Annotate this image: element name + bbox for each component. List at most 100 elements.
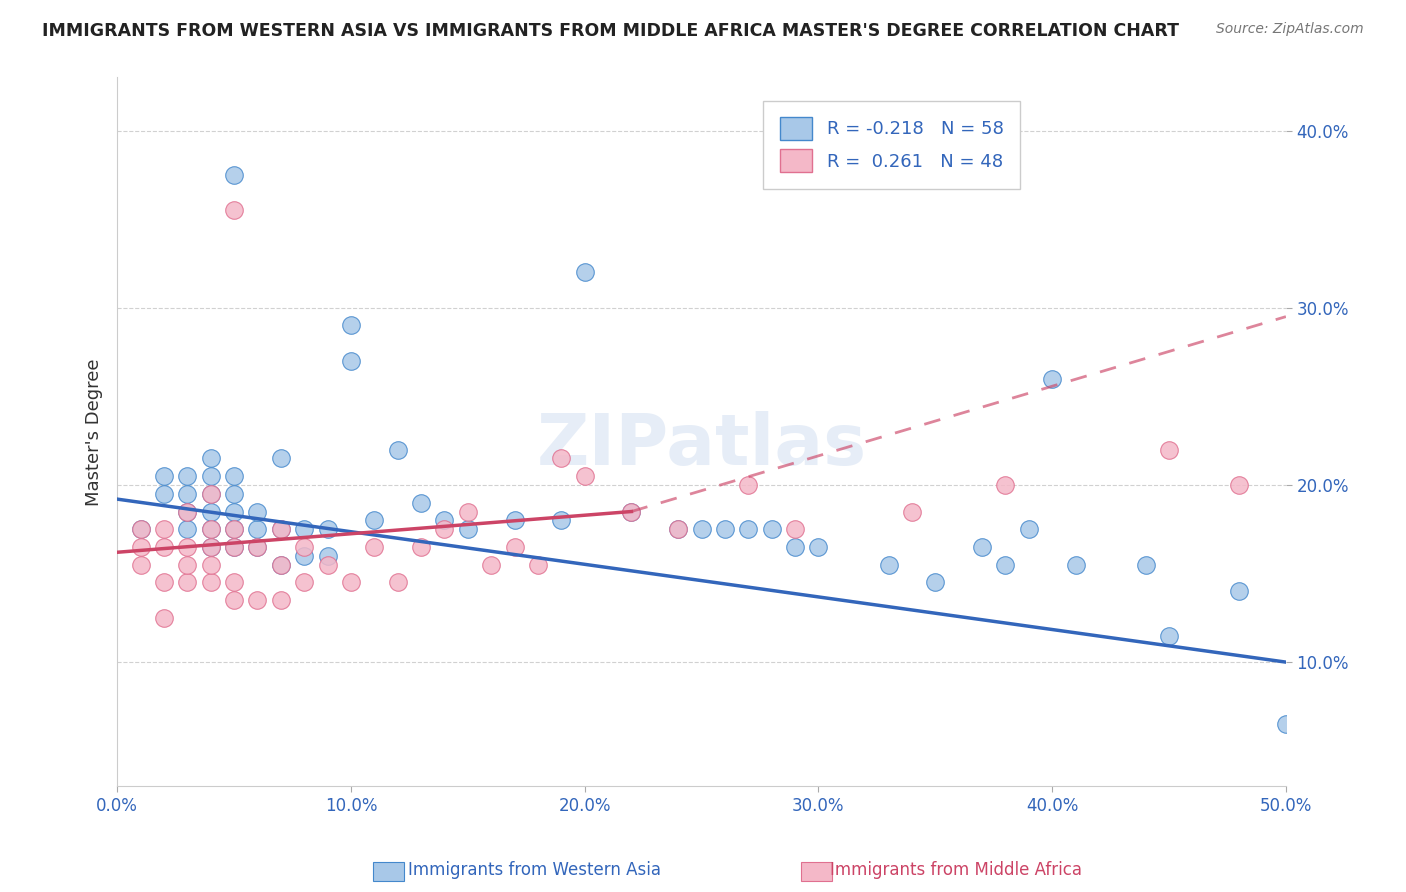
Text: IMMIGRANTS FROM WESTERN ASIA VS IMMIGRANTS FROM MIDDLE AFRICA MASTER'S DEGREE CO: IMMIGRANTS FROM WESTERN ASIA VS IMMIGRAN… [42, 22, 1180, 40]
Point [129, 522, 152, 536]
Point [761, 522, 783, 536]
Point [316, 558, 339, 572]
Point [340, 318, 363, 333]
Point [620, 504, 643, 518]
Point [129, 558, 152, 572]
Point [340, 354, 363, 368]
Point [1275, 717, 1298, 731]
Point [176, 540, 198, 554]
Point [1040, 371, 1063, 385]
Point [550, 513, 572, 527]
Point [270, 593, 292, 607]
Point [1227, 584, 1250, 599]
Point [270, 451, 292, 466]
Point [574, 265, 596, 279]
Point [222, 487, 245, 501]
Text: ZIPatlas: ZIPatlas [537, 411, 866, 481]
Point [783, 522, 806, 536]
Point [176, 575, 198, 590]
Point [176, 558, 198, 572]
Point [1135, 558, 1157, 572]
Point [176, 469, 198, 483]
Text: Source: ZipAtlas.com: Source: ZipAtlas.com [1216, 22, 1364, 37]
Point [901, 504, 924, 518]
Point [783, 540, 806, 554]
Point [1157, 628, 1180, 642]
Point [807, 540, 830, 554]
Point [620, 504, 643, 518]
Point [222, 504, 245, 518]
Point [153, 487, 176, 501]
Point [270, 522, 292, 536]
Point [877, 558, 900, 572]
Point [129, 540, 152, 554]
Point [222, 575, 245, 590]
Point [222, 593, 245, 607]
Point [1157, 442, 1180, 457]
Point [246, 522, 269, 536]
Point [503, 540, 526, 554]
Point [200, 558, 222, 572]
Point [222, 469, 245, 483]
Point [129, 522, 152, 536]
Point [153, 522, 176, 536]
Point [666, 522, 689, 536]
Point [1018, 522, 1040, 536]
Point [200, 451, 222, 466]
Point [200, 504, 222, 518]
Point [409, 540, 432, 554]
Point [176, 504, 198, 518]
Point [457, 504, 479, 518]
Point [222, 522, 245, 536]
Point [1227, 478, 1250, 492]
Point [176, 522, 198, 536]
Point [246, 540, 269, 554]
Point [153, 469, 176, 483]
Point [292, 540, 315, 554]
Point [270, 522, 292, 536]
Point [292, 575, 315, 590]
Legend: R = -0.218   N = 58, R =  0.261   N = 48: R = -0.218 N = 58, R = 0.261 N = 48 [763, 101, 1019, 188]
Point [574, 469, 596, 483]
Point [176, 504, 198, 518]
Point [222, 522, 245, 536]
Point [200, 575, 222, 590]
Point [246, 540, 269, 554]
Point [222, 203, 245, 218]
Point [246, 504, 269, 518]
Point [222, 540, 245, 554]
Point [387, 575, 409, 590]
Point [503, 513, 526, 527]
Point [737, 478, 759, 492]
Point [666, 522, 689, 536]
Point [316, 549, 339, 563]
Point [316, 522, 339, 536]
Point [153, 611, 176, 625]
Point [222, 540, 245, 554]
Point [433, 522, 456, 536]
Point [387, 442, 409, 457]
Point [292, 549, 315, 563]
Point [246, 593, 269, 607]
Point [292, 522, 315, 536]
Point [714, 522, 737, 536]
Point [153, 575, 176, 590]
Point [479, 558, 502, 572]
Point [200, 540, 222, 554]
Point [200, 487, 222, 501]
Point [200, 522, 222, 536]
Point [994, 558, 1017, 572]
Point [737, 522, 759, 536]
Point [409, 496, 432, 510]
Point [363, 540, 385, 554]
Point [176, 487, 198, 501]
Point [222, 168, 245, 182]
Text: Immigrants from Western Asia: Immigrants from Western Asia [408, 861, 661, 879]
Point [994, 478, 1017, 492]
Point [200, 469, 222, 483]
Point [363, 513, 385, 527]
Point [970, 540, 993, 554]
Point [200, 487, 222, 501]
Point [924, 575, 946, 590]
Point [1064, 558, 1087, 572]
